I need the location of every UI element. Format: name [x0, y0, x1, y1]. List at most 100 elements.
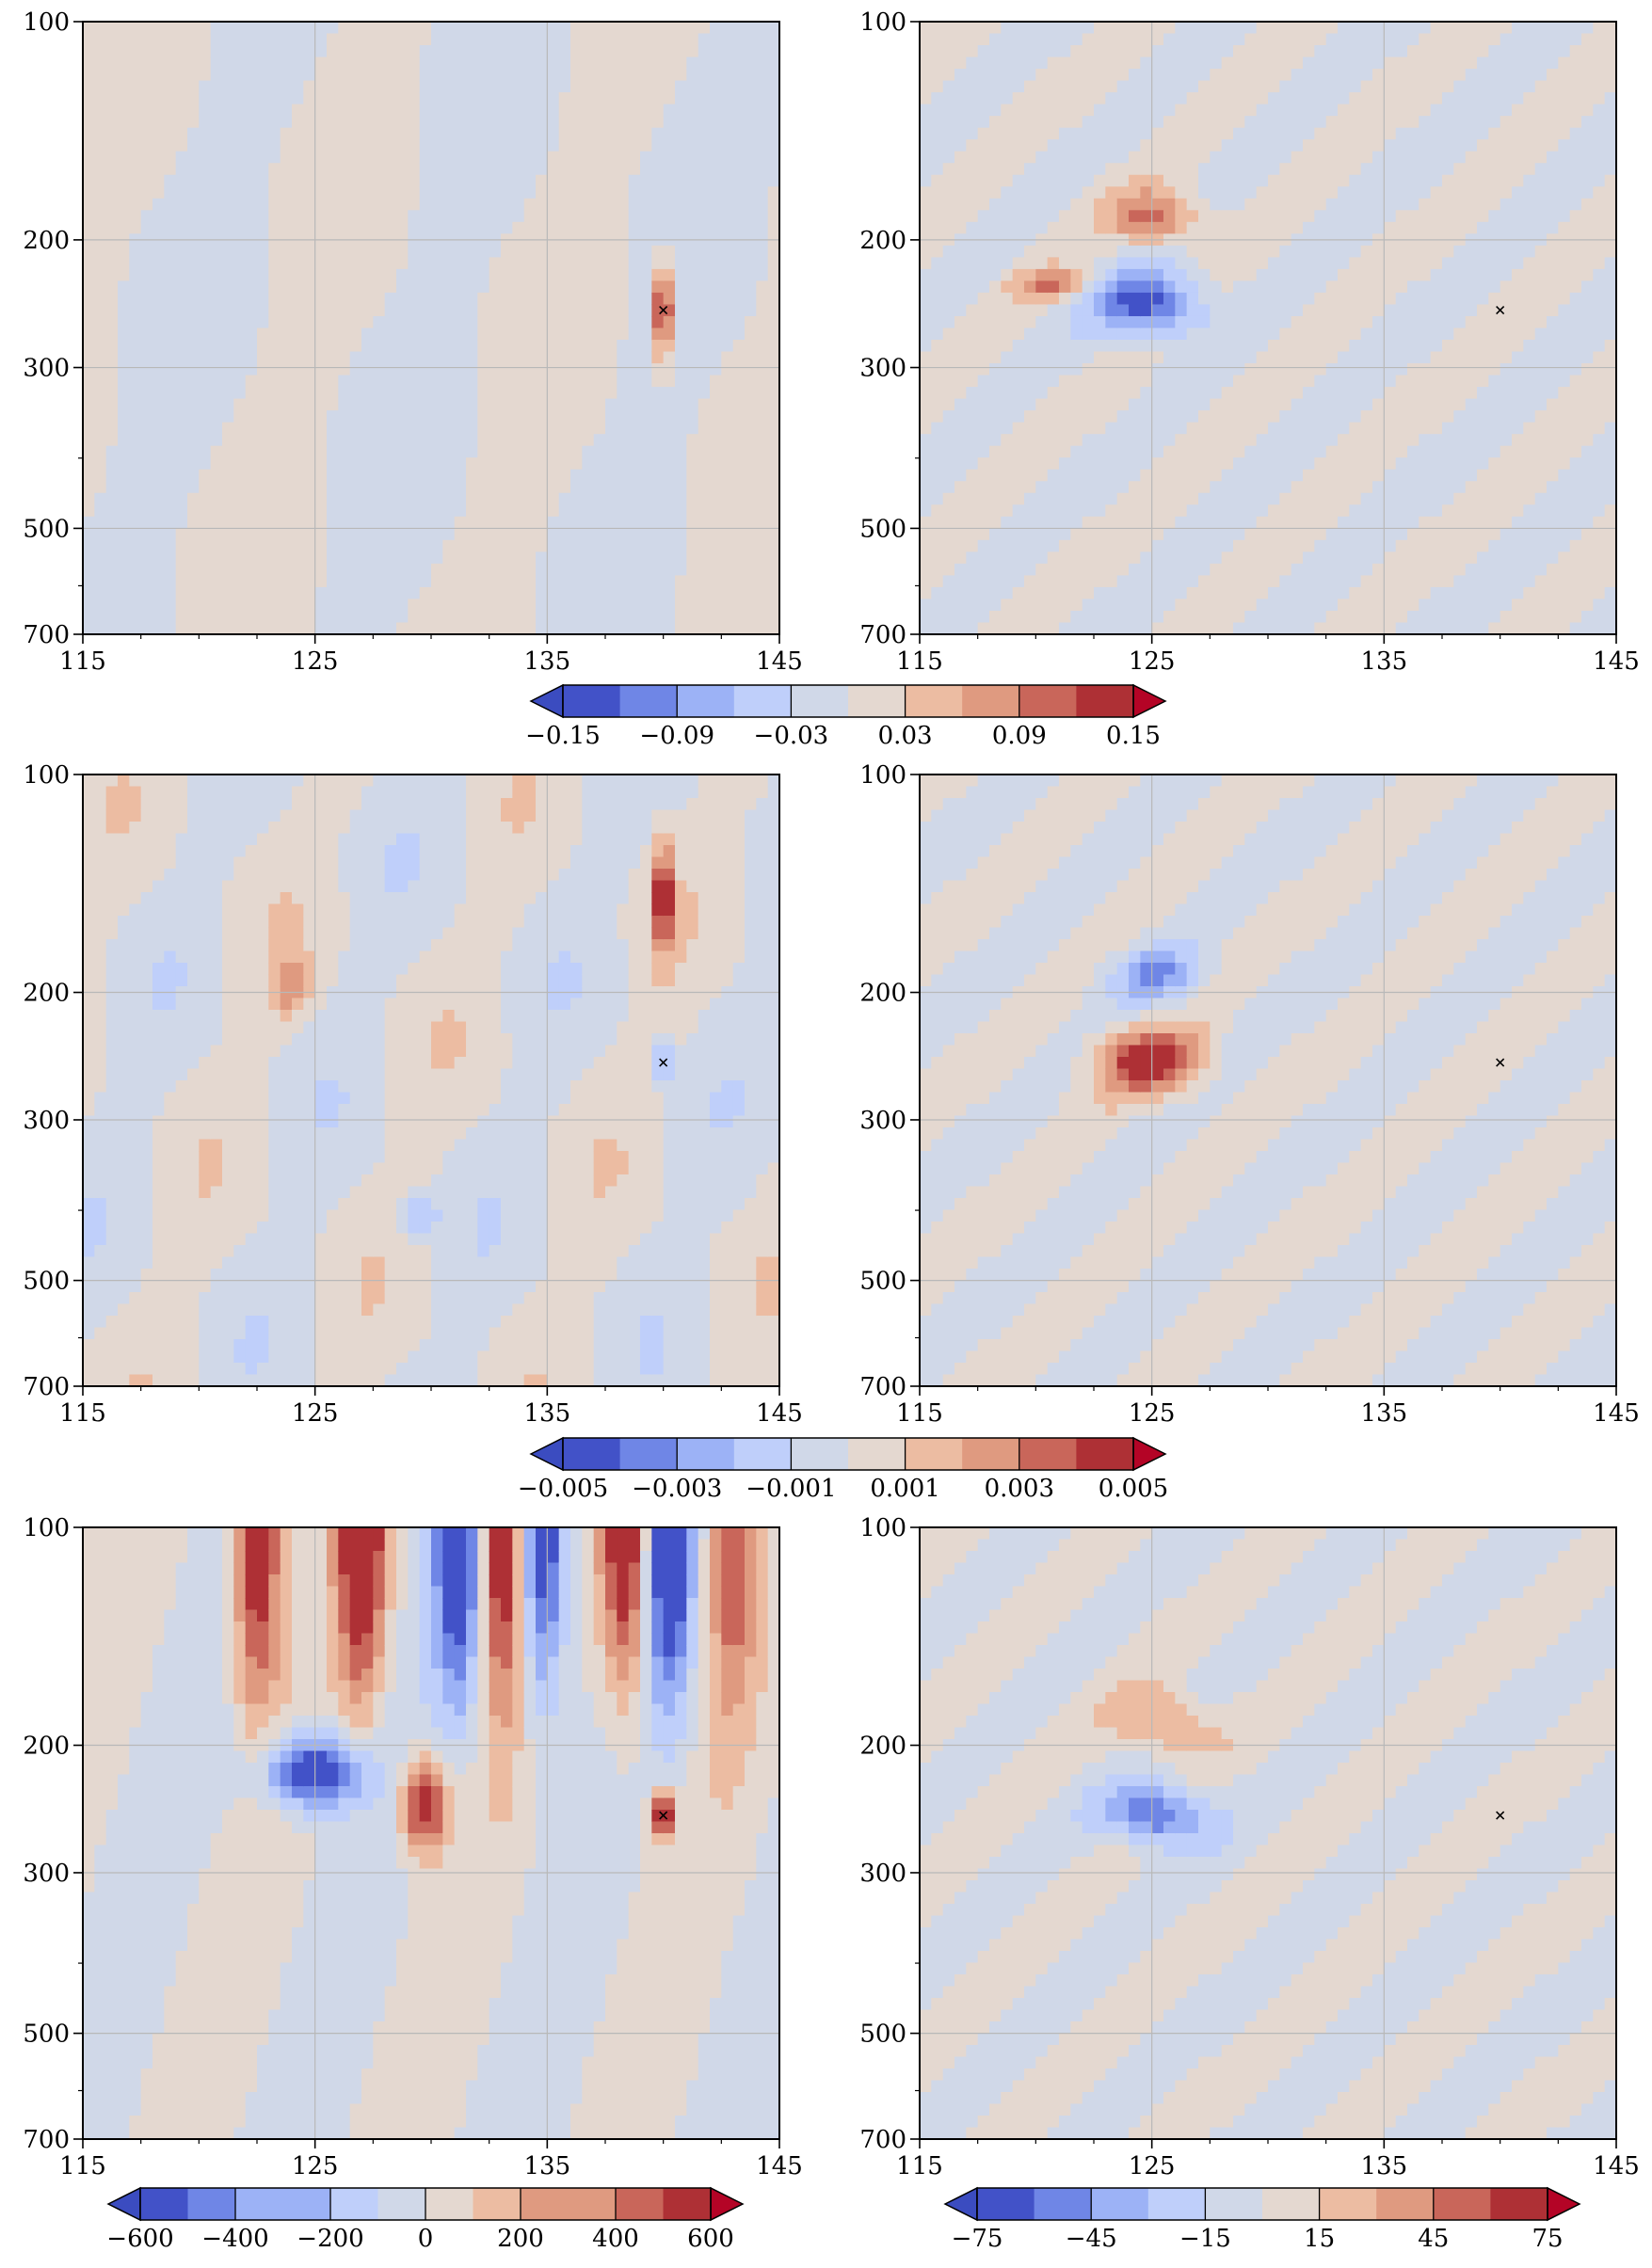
contour-cell: [396, 551, 409, 565]
contour-cell: [628, 351, 641, 364]
contour-cell: [1024, 622, 1036, 634]
contour-cell: [431, 516, 443, 529]
contour-cell: [698, 210, 711, 223]
contour-cell: [1059, 69, 1071, 82]
contour-cell: [1210, 375, 1223, 388]
contour-cell: [966, 387, 979, 400]
contour-cell: [1175, 174, 1188, 187]
contour-cell: [1244, 539, 1258, 552]
contour-cell: [1244, 116, 1258, 129]
contour-cell: [408, 551, 421, 565]
contour-cell: [570, 80, 583, 93]
contour-cell: [373, 563, 386, 576]
contour-cell: [675, 327, 687, 341]
contour-cell: [466, 363, 478, 376]
contour-cell: [605, 504, 617, 518]
contour-cell: [582, 268, 595, 282]
contour-cell: [931, 387, 944, 400]
contour-cell: [338, 492, 351, 505]
contour-cell: [384, 610, 397, 624]
contour-cell: [640, 151, 652, 164]
contour-cell: [721, 80, 734, 93]
contour-cell: [1012, 80, 1025, 93]
contour-cell: [710, 622, 722, 634]
contour-cell: [1186, 387, 1199, 400]
x-tick-label-135: 135: [524, 647, 571, 676]
contour-cell: [175, 551, 188, 565]
contour-cell: [384, 539, 397, 552]
contour-cell: [663, 375, 676, 388]
contour-cell: [931, 481, 944, 494]
contour-cell: [1210, 92, 1223, 105]
contour-cell: [442, 410, 456, 423]
contour-cell: [187, 551, 200, 565]
contour-cell: [954, 174, 967, 187]
contour-cell: [1325, 116, 1339, 129]
contour-cell: [408, 268, 421, 282]
contour-cell: [1151, 551, 1164, 565]
contour-cell: [408, 351, 421, 364]
contour-cell: [442, 45, 456, 58]
contour-cell: [94, 315, 107, 329]
contour-cell: [1012, 340, 1025, 353]
contour-cell: [489, 492, 502, 505]
contour-cell: [431, 375, 443, 388]
contour-cell: [431, 245, 443, 258]
contour-cell: [129, 327, 142, 341]
contour-cell: [257, 163, 269, 176]
contour-cell: [175, 327, 188, 341]
contour-cell: [1082, 387, 1095, 400]
contour-cell: [361, 198, 374, 211]
contour-cell: [489, 292, 502, 306]
contour-cell: [745, 457, 757, 471]
contour-cell: [698, 422, 711, 435]
contour-cell: [118, 221, 130, 234]
contour-cell: [675, 245, 687, 258]
contour-cell: [1094, 92, 1106, 105]
contour-cell: [152, 163, 165, 176]
contour-cell: [536, 481, 548, 494]
contour-cell: [210, 622, 223, 634]
contour-cell: [605, 516, 617, 529]
contour-cell: [408, 127, 421, 140]
contour-cell: [1198, 481, 1211, 494]
contour-cell: [1035, 528, 1049, 541]
contour-cell: [1198, 22, 1211, 35]
contour-cell: [268, 151, 281, 164]
contour-cell: [593, 69, 606, 82]
contour-cell: [1175, 92, 1188, 105]
contour-cell: [303, 198, 316, 211]
contour-cell: [466, 292, 478, 306]
contour-cell: [1024, 139, 1036, 152]
contour-cell: [431, 92, 443, 105]
contour-cell: [966, 351, 979, 364]
contour-cell: [118, 551, 130, 565]
contour-cell: [419, 280, 432, 294]
contour-cell: [257, 315, 269, 329]
contour-cell: [187, 563, 200, 576]
contour-cell: [1082, 481, 1095, 494]
contour-cell: [558, 398, 571, 411]
contour-cell: [373, 387, 386, 400]
contour-cell: [1035, 351, 1049, 364]
contour-cell: [1140, 586, 1153, 600]
contour-cell: [1175, 304, 1188, 317]
contour-cell: [1140, 104, 1153, 117]
contour-cell: [187, 304, 200, 317]
contour-cell: [338, 22, 351, 35]
contour-cell: [582, 116, 595, 129]
contour-cell: [640, 104, 652, 117]
contour-cell: [1047, 116, 1060, 129]
contour-cell: [721, 92, 734, 105]
contour-cell: [1140, 221, 1153, 234]
contour-cell: [1233, 599, 1245, 612]
contour-cell: [1047, 315, 1060, 329]
contour-cell: [1256, 80, 1269, 93]
contour-cell: [605, 292, 617, 306]
contour-cell: [1059, 280, 1071, 294]
contour-cell: [1291, 563, 1304, 576]
contour-cell: [698, 492, 711, 505]
contour-cell: [1163, 398, 1176, 411]
contour-cell: [314, 69, 328, 82]
contour-cell: [222, 33, 234, 46]
